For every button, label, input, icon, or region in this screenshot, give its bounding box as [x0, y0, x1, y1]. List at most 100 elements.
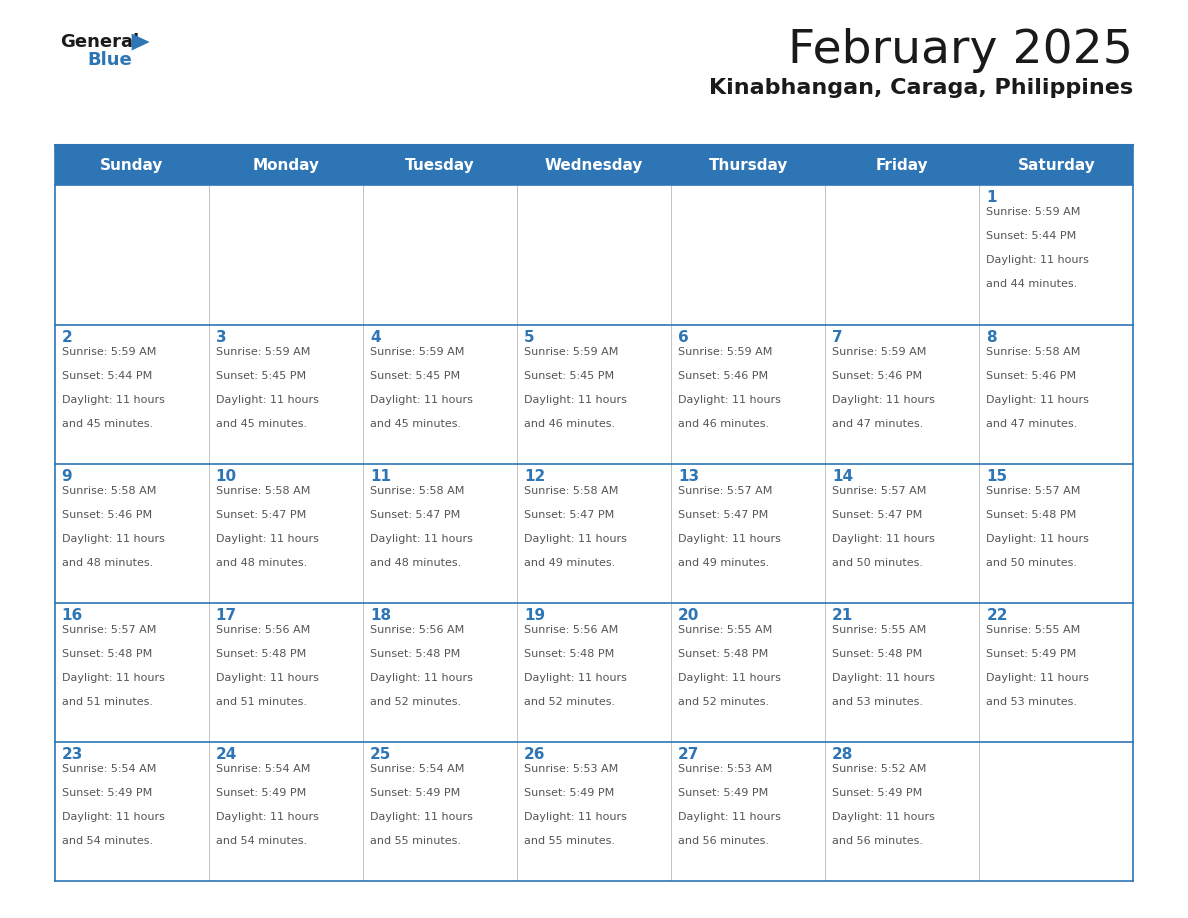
- Text: Sunrise: 5:58 AM: Sunrise: 5:58 AM: [986, 347, 1081, 356]
- Text: Sunday: Sunday: [100, 158, 164, 173]
- Text: 6: 6: [678, 330, 689, 344]
- Text: Sunset: 5:44 PM: Sunset: 5:44 PM: [986, 231, 1076, 241]
- Bar: [671, 742, 826, 881]
- Text: Daylight: 11 hours: Daylight: 11 hours: [369, 395, 473, 405]
- Text: and 49 minutes.: and 49 minutes.: [524, 558, 615, 567]
- Text: Sunrise: 5:58 AM: Sunrise: 5:58 AM: [524, 486, 618, 496]
- Text: General: General: [59, 32, 139, 50]
- Text: Sunset: 5:48 PM: Sunset: 5:48 PM: [216, 649, 307, 659]
- Text: Wednesday: Wednesday: [545, 158, 643, 173]
- Text: 18: 18: [369, 608, 391, 623]
- Text: and 49 minutes.: and 49 minutes.: [678, 558, 770, 567]
- Text: Sunrise: 5:59 AM: Sunrise: 5:59 AM: [369, 347, 465, 356]
- Text: Blue: Blue: [88, 50, 132, 69]
- Bar: [517, 603, 671, 742]
- Text: Sunrise: 5:57 AM: Sunrise: 5:57 AM: [832, 486, 927, 496]
- Text: Sunset: 5:49 PM: Sunset: 5:49 PM: [832, 789, 922, 798]
- Text: 21: 21: [832, 608, 853, 623]
- Text: Thursday: Thursday: [708, 158, 788, 173]
- Text: Sunset: 5:45 PM: Sunset: 5:45 PM: [524, 371, 614, 381]
- Text: 27: 27: [678, 747, 700, 762]
- Text: Sunrise: 5:57 AM: Sunrise: 5:57 AM: [986, 486, 1081, 496]
- Bar: [671, 603, 826, 742]
- Bar: [517, 325, 671, 464]
- Text: Daylight: 11 hours: Daylight: 11 hours: [62, 533, 164, 543]
- Text: Daylight: 11 hours: Daylight: 11 hours: [216, 533, 318, 543]
- Text: 26: 26: [524, 747, 545, 762]
- Polygon shape: [132, 34, 150, 50]
- Text: Sunset: 5:47 PM: Sunset: 5:47 PM: [369, 509, 460, 520]
- Text: Saturday: Saturday: [1017, 158, 1095, 173]
- Text: Daylight: 11 hours: Daylight: 11 hours: [832, 395, 935, 405]
- Text: Sunset: 5:48 PM: Sunset: 5:48 PM: [986, 509, 1076, 520]
- Text: Daylight: 11 hours: Daylight: 11 hours: [678, 673, 781, 683]
- Text: Sunrise: 5:59 AM: Sunrise: 5:59 AM: [678, 347, 772, 356]
- Text: Daylight: 11 hours: Daylight: 11 hours: [369, 533, 473, 543]
- Text: Sunrise: 5:57 AM: Sunrise: 5:57 AM: [62, 625, 156, 635]
- Text: 9: 9: [62, 469, 72, 484]
- Text: Daylight: 11 hours: Daylight: 11 hours: [216, 673, 318, 683]
- Text: 16: 16: [62, 608, 83, 623]
- Text: Daylight: 11 hours: Daylight: 11 hours: [832, 673, 935, 683]
- Bar: [55, 464, 209, 603]
- Text: and 52 minutes.: and 52 minutes.: [678, 697, 769, 707]
- Text: 23: 23: [62, 747, 83, 762]
- Text: Sunrise: 5:56 AM: Sunrise: 5:56 AM: [524, 625, 618, 635]
- Text: Sunrise: 5:58 AM: Sunrise: 5:58 AM: [62, 486, 156, 496]
- Text: Daylight: 11 hours: Daylight: 11 hours: [62, 673, 164, 683]
- Text: and 46 minutes.: and 46 minutes.: [678, 419, 769, 429]
- Text: Daylight: 11 hours: Daylight: 11 hours: [62, 395, 164, 405]
- Bar: [362, 603, 517, 742]
- Text: Daylight: 11 hours: Daylight: 11 hours: [524, 533, 627, 543]
- Text: Sunset: 5:49 PM: Sunset: 5:49 PM: [216, 789, 307, 798]
- Text: and 50 minutes.: and 50 minutes.: [832, 558, 923, 567]
- Text: Sunrise: 5:55 AM: Sunrise: 5:55 AM: [678, 625, 772, 635]
- Text: 12: 12: [524, 469, 545, 484]
- Text: Daylight: 11 hours: Daylight: 11 hours: [369, 673, 473, 683]
- Bar: [826, 325, 979, 464]
- Text: and 56 minutes.: and 56 minutes.: [832, 836, 923, 846]
- Bar: [209, 603, 362, 742]
- Text: 7: 7: [832, 330, 842, 344]
- Text: and 46 minutes.: and 46 minutes.: [524, 419, 615, 429]
- Text: and 45 minutes.: and 45 minutes.: [62, 419, 153, 429]
- Text: Sunset: 5:46 PM: Sunset: 5:46 PM: [832, 371, 922, 381]
- Text: Sunset: 5:49 PM: Sunset: 5:49 PM: [986, 649, 1076, 659]
- Text: Sunset: 5:45 PM: Sunset: 5:45 PM: [369, 371, 460, 381]
- Text: Sunset: 5:47 PM: Sunset: 5:47 PM: [216, 509, 307, 520]
- Text: 20: 20: [678, 608, 700, 623]
- Text: Tuesday: Tuesday: [405, 158, 475, 173]
- Text: and 48 minutes.: and 48 minutes.: [216, 558, 307, 567]
- Bar: [517, 185, 671, 325]
- Text: Sunrise: 5:59 AM: Sunrise: 5:59 AM: [62, 347, 156, 356]
- Text: 15: 15: [986, 469, 1007, 484]
- Text: and 44 minutes.: and 44 minutes.: [986, 279, 1078, 289]
- Text: Sunrise: 5:59 AM: Sunrise: 5:59 AM: [832, 347, 927, 356]
- Bar: [55, 325, 209, 464]
- Text: Sunset: 5:48 PM: Sunset: 5:48 PM: [832, 649, 922, 659]
- Text: Sunset: 5:48 PM: Sunset: 5:48 PM: [62, 649, 152, 659]
- Text: and 54 minutes.: and 54 minutes.: [62, 836, 153, 846]
- Bar: [826, 603, 979, 742]
- Text: 5: 5: [524, 330, 535, 344]
- Text: 2: 2: [62, 330, 72, 344]
- Bar: [209, 464, 362, 603]
- Text: Daylight: 11 hours: Daylight: 11 hours: [986, 533, 1089, 543]
- Text: Daylight: 11 hours: Daylight: 11 hours: [216, 395, 318, 405]
- Text: Sunset: 5:46 PM: Sunset: 5:46 PM: [986, 371, 1076, 381]
- Text: and 53 minutes.: and 53 minutes.: [986, 697, 1078, 707]
- Bar: [979, 325, 1133, 464]
- Bar: [979, 603, 1133, 742]
- Bar: [517, 464, 671, 603]
- Bar: [209, 325, 362, 464]
- Text: Sunrise: 5:56 AM: Sunrise: 5:56 AM: [369, 625, 465, 635]
- Text: Sunrise: 5:54 AM: Sunrise: 5:54 AM: [216, 764, 310, 774]
- Bar: [362, 185, 517, 325]
- Text: Sunset: 5:45 PM: Sunset: 5:45 PM: [216, 371, 305, 381]
- Text: Sunrise: 5:59 AM: Sunrise: 5:59 AM: [216, 347, 310, 356]
- Text: and 55 minutes.: and 55 minutes.: [524, 836, 615, 846]
- Text: Sunrise: 5:58 AM: Sunrise: 5:58 AM: [369, 486, 465, 496]
- Text: Sunset: 5:47 PM: Sunset: 5:47 PM: [832, 509, 922, 520]
- Text: Sunrise: 5:58 AM: Sunrise: 5:58 AM: [216, 486, 310, 496]
- Bar: [55, 742, 209, 881]
